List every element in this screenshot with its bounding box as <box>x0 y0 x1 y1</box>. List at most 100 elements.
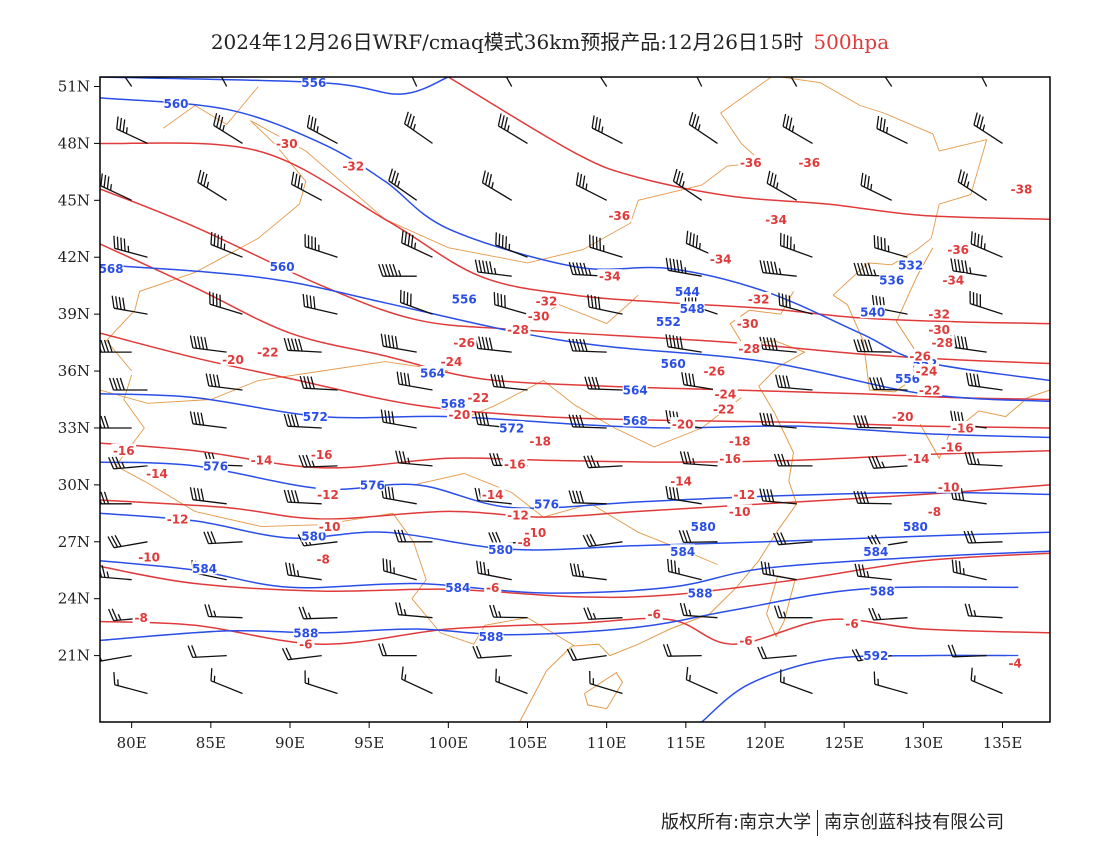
lat-tick-label: 51N <box>58 77 90 95</box>
border-line <box>780 77 988 296</box>
temperature-label-bg <box>144 466 170 480</box>
temperature-label: -26 <box>909 349 931 363</box>
wind-barb <box>100 564 132 581</box>
height-label-bg <box>359 477 385 491</box>
wind-barb <box>868 455 908 469</box>
height-label: 584 <box>670 545 695 559</box>
lat-tick-label: 42N <box>58 248 90 266</box>
temperature-label-bg <box>736 341 762 355</box>
temperature-label: -34 <box>943 274 965 288</box>
wind-barb <box>474 336 512 353</box>
temperature-label: -6 <box>845 617 858 631</box>
wind-barb <box>495 668 528 695</box>
temperature-contour <box>100 617 1050 645</box>
wind-barb <box>490 373 528 391</box>
wind-barb <box>401 666 433 695</box>
temperature-contours <box>100 77 1050 645</box>
wind-barb <box>568 338 607 353</box>
height-label: 584 <box>192 562 217 576</box>
wind-barb <box>108 456 148 470</box>
wind-barb <box>205 373 243 391</box>
border-line <box>100 361 449 404</box>
wind-barb <box>584 376 623 391</box>
height-label-bg <box>656 314 681 328</box>
lon-tick-label: 110E <box>587 734 627 752</box>
wind-barb <box>474 259 512 277</box>
temperature-label: -26 <box>453 336 475 350</box>
temperature-label: -16 <box>311 448 333 462</box>
wind-barb <box>957 169 988 201</box>
height-label-bg <box>660 356 686 370</box>
border-line <box>163 86 259 129</box>
height-label: 568 <box>441 397 466 411</box>
temperature-label: -10 <box>138 551 160 565</box>
height-label: 584 <box>863 545 888 559</box>
height-label-bg <box>898 257 924 271</box>
height-label-bg <box>445 580 471 594</box>
wind-barb <box>189 411 227 429</box>
wind-barb <box>589 234 623 258</box>
temperature-contour <box>447 77 1050 221</box>
wind-barb <box>505 77 513 87</box>
temperature-contour <box>100 142 1050 325</box>
temperature-label: -32 <box>928 308 950 322</box>
coast-line <box>919 389 1050 460</box>
lon-tick-label: 135E <box>983 734 1023 752</box>
height-label: 564 <box>420 366 445 380</box>
plot-frame <box>99 76 1051 723</box>
temperature-label: -32 <box>342 160 364 174</box>
temperature-label: -16 <box>952 422 974 436</box>
lon-tick-label: 90E <box>275 734 305 752</box>
height-label: 532 <box>898 258 923 272</box>
wind-barb <box>299 375 338 391</box>
temperature-label: -8 <box>135 611 148 625</box>
wind-barb <box>210 668 243 695</box>
temperature-contour <box>100 188 1050 365</box>
height-label: 576 <box>360 478 385 492</box>
temperature-label-bg <box>727 504 753 518</box>
lat-tick-label: 45N <box>58 191 90 209</box>
wind-barb <box>306 114 338 144</box>
height-label-bg <box>301 77 327 89</box>
lat-tick-label: 48N <box>58 134 90 152</box>
wind-barb <box>107 534 148 549</box>
temperature-label-bg <box>843 616 861 630</box>
wind-barb <box>587 294 623 315</box>
wind-barb <box>782 113 813 144</box>
temperature-label-bg <box>917 383 943 396</box>
lat-tick-label: 33N <box>58 419 90 437</box>
height-label-bg <box>622 413 648 427</box>
wind-barb <box>204 604 243 619</box>
height-label-bg <box>293 625 319 639</box>
temperature-label-bg <box>737 633 755 647</box>
temperature-label-bg <box>502 457 528 470</box>
wind-barb <box>589 670 623 695</box>
temperature-label: -14 <box>146 467 168 481</box>
temperature-label-bg <box>926 322 952 336</box>
wind-barb <box>964 451 1003 467</box>
wind-barb <box>869 377 908 391</box>
temperature-label-bg <box>165 512 190 525</box>
wind-barb <box>950 258 987 277</box>
height-label: 588 <box>688 587 713 601</box>
coast-line <box>766 575 796 638</box>
wind-barb <box>575 172 607 201</box>
wind-barb <box>678 530 718 544</box>
height-label-bg <box>679 301 705 315</box>
temperature-label: -14 <box>482 488 504 502</box>
temperature-label-bg <box>309 447 335 461</box>
wind-barb <box>113 672 148 695</box>
wind-barb <box>213 112 243 144</box>
wind-barb <box>679 602 718 619</box>
height-contour <box>100 461 1050 510</box>
wind-barb <box>582 533 623 548</box>
height-label: 548 <box>680 302 705 316</box>
wind-barb <box>108 608 148 622</box>
wind-barb <box>696 77 703 87</box>
lat-tick-label: 24N <box>58 590 90 608</box>
temperature-label-bg <box>732 487 757 501</box>
temperature-label: -4 <box>1009 657 1022 671</box>
temperature-label: -36 <box>947 243 969 257</box>
temperature-label: -30 <box>276 137 298 151</box>
wind-barb <box>672 168 703 201</box>
